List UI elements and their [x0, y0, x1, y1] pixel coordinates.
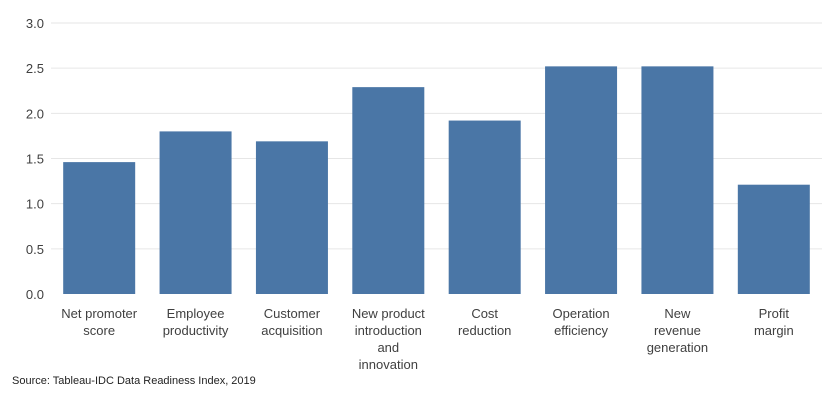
- x-category-label: Profit margin: [754, 306, 794, 338]
- x-category-label: New revenue generation: [647, 306, 708, 355]
- x-category-label-line: generation: [647, 340, 708, 355]
- bar: [159, 131, 232, 294]
- x-category-label-line: Employee: [167, 306, 225, 321]
- x-category-label: Cost reduction: [458, 306, 511, 338]
- y-tick-label: 2.5: [26, 61, 44, 76]
- x-category-label-line: Customer: [264, 306, 321, 321]
- bar: [352, 87, 425, 295]
- y-tick-label: 3.0: [26, 16, 44, 31]
- x-category-label-line: reduction: [458, 323, 511, 338]
- bar: [641, 66, 714, 294]
- x-category-label-line: revenue: [654, 323, 701, 338]
- x-category-label: Operation efficiency: [553, 306, 610, 338]
- y-tick-label: 0.5: [26, 242, 44, 257]
- y-tick-label: 2.0: [26, 106, 44, 121]
- bar: [255, 141, 328, 294]
- x-category-label-line: and: [377, 340, 399, 355]
- bar: [737, 184, 810, 294]
- x-category-label: Employee productivity: [163, 306, 229, 338]
- x-category-label-line: innovation: [359, 357, 418, 372]
- x-category-label-line: productivity: [163, 323, 229, 338]
- x-category-label-line: New: [664, 306, 691, 321]
- x-category-label-line: score: [83, 323, 115, 338]
- bar: [545, 66, 618, 294]
- x-category-label-line: Cost: [471, 306, 498, 321]
- x-category-label-line: Profit: [759, 306, 790, 321]
- x-category-label-line: acquisition: [261, 323, 322, 338]
- source-note: Source: Tableau-IDC Data Readiness Index…: [12, 375, 256, 387]
- bars: [63, 66, 810, 295]
- y-axis-ticks: 0.0 0.5 1.0 1.5 2.0 2.5 3.0: [26, 16, 44, 302]
- x-axis-labels: Net promoter score Employee productivity Cus…: [61, 306, 793, 372]
- x-category-label-line: introduction: [355, 323, 422, 338]
- y-tick-label: 1.5: [26, 152, 44, 167]
- bar: [448, 120, 521, 294]
- x-category-label-line: New product: [352, 306, 425, 321]
- x-category-label-line: Net promoter: [61, 306, 138, 321]
- y-tick-label: 0.0: [26, 287, 44, 302]
- x-category-label: Customer acquisition: [261, 306, 322, 338]
- x-category-label: Net promoter score: [61, 306, 138, 338]
- x-category-label-line: Operation: [553, 306, 610, 321]
- y-tick-label: 1.0: [26, 197, 44, 212]
- x-category-label-line: margin: [754, 323, 794, 338]
- x-category-label-line: efficiency: [554, 323, 608, 338]
- x-category-label: New product introduction and innovation: [352, 306, 425, 372]
- bar: [63, 162, 136, 294]
